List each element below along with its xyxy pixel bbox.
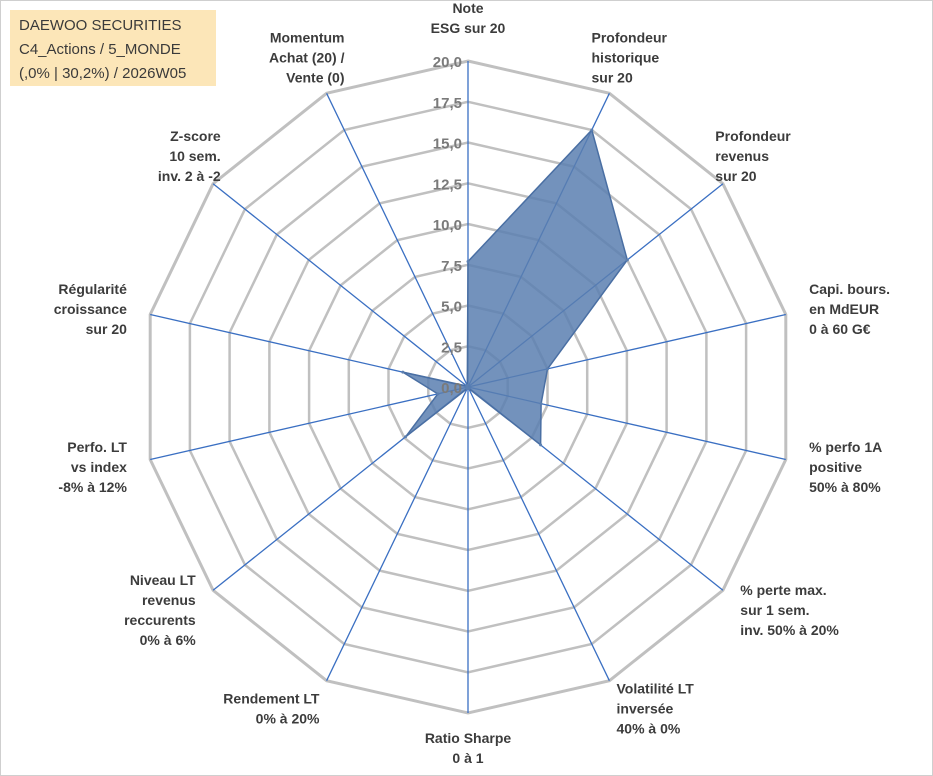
tick-label: 5,0 xyxy=(441,299,462,316)
axis-label: % perfo 1A xyxy=(809,439,882,455)
axis-label: Niveau LT xyxy=(130,572,196,588)
axis-spoke xyxy=(150,386,469,461)
axis-label-group: Momentum Achat (20) / Vente (0) xyxy=(269,29,345,85)
axis-label: inversée xyxy=(617,701,674,717)
data-point xyxy=(539,443,543,447)
info-period: (,0% | 30,2%) / 2026W05 xyxy=(19,65,187,82)
tick-label: 10,0 xyxy=(433,217,462,234)
axis-label: sur 20 xyxy=(715,168,756,184)
axis-label-group: Z-score 10 sem. inv. 2 à -2 xyxy=(158,128,221,184)
info-title: DAEWOO SECURITIES xyxy=(19,17,182,34)
axis-label-group: Rendement LT 0% à 20% xyxy=(223,691,320,727)
data-point xyxy=(539,402,543,406)
axis-spoke xyxy=(326,93,469,388)
axis-label: 10 sem. xyxy=(169,148,220,164)
series-layer xyxy=(401,128,629,447)
axis-label: en MdEUR xyxy=(809,301,879,317)
axis-label: 0% à 20% xyxy=(256,711,320,727)
axis-label-group: Volatilité LT inversée 40% à 0% xyxy=(617,681,695,737)
axis-label: inv. 2 à -2 xyxy=(158,168,221,184)
axis-label: historique xyxy=(592,49,660,65)
axis-label-group: Régularité croissance sur 20 xyxy=(54,281,127,337)
axis-label: % perte max. xyxy=(740,582,826,598)
tick-label: 15,0 xyxy=(433,136,462,153)
axis-label: Perfo. LT xyxy=(67,439,127,455)
axis-label: revenus xyxy=(715,148,769,164)
axis-label-group: Niveau LT revenus reccurents 0% à 6% xyxy=(124,572,196,648)
axis-spoke xyxy=(326,386,469,681)
data-point xyxy=(404,435,408,439)
axis-label: sur 20 xyxy=(86,321,127,337)
axis-label-group: Ratio Sharpe 0 à 1 xyxy=(425,730,512,766)
axis-label: sur 20 xyxy=(592,69,633,85)
axis-label: croissance xyxy=(54,301,127,317)
axis-label: revenus xyxy=(142,592,196,608)
tick-label: 20,0 xyxy=(433,54,462,71)
data-point xyxy=(625,258,629,262)
data-point xyxy=(401,370,405,374)
axis-label: Z-score xyxy=(170,128,221,144)
tick-label: 2,5 xyxy=(441,339,462,356)
axis-label-layer: Note ESG sur 20 Profondeur historique sur 20… xyxy=(54,1,890,766)
axis-label: Rendement LT xyxy=(223,691,320,707)
tick-label: 7,5 xyxy=(441,258,462,275)
axis-label: Profondeur xyxy=(715,128,791,144)
axis-label: reccurents xyxy=(124,612,196,628)
axis-label: 0 à 60 G€ xyxy=(809,321,871,337)
axis-label: ESG sur 20 xyxy=(431,20,506,36)
axis-label: Volatilité LT xyxy=(617,681,695,697)
axis-label: vs index xyxy=(71,459,127,475)
data-point xyxy=(466,260,470,263)
info-portfolio: C4_Actions / 5_MONDE xyxy=(19,41,181,58)
axis-label-group: Perfo. LT vs index -8% à 12% xyxy=(58,439,127,495)
axis-label: 0 à 1 xyxy=(452,750,483,766)
tick-label: 17,5 xyxy=(433,95,462,112)
axis-spoke xyxy=(212,183,469,388)
axis-label-group: % perfo 1A positive 50% à 80% xyxy=(809,439,882,495)
axis-label: Note xyxy=(452,1,483,16)
axis-label-group: Note ESG sur 20 xyxy=(431,1,506,36)
axis-label: Capi. bours. xyxy=(809,281,890,297)
axis-label: -8% à 12% xyxy=(58,479,127,495)
axis-label: positive xyxy=(809,459,862,475)
data-point xyxy=(590,128,594,132)
data-point xyxy=(546,367,549,371)
data-point xyxy=(465,387,469,390)
data-point xyxy=(465,384,469,387)
axis-label-group: Profondeur historique sur 20 xyxy=(592,29,668,85)
tick-label-layer: 0,0 2,5 5,0 7,5 10,0 12,5 15,0 17,5 20,0 xyxy=(433,54,462,397)
axis-label: Régularité xyxy=(58,281,127,297)
axis-label: Vente (0) xyxy=(286,69,344,85)
axis-label: 50% à 80% xyxy=(809,479,881,495)
tick-label: 0,0 xyxy=(441,380,462,397)
axis-spoke xyxy=(467,386,610,681)
axis-label: Ratio Sharpe xyxy=(425,730,512,746)
axis-label: Profondeur xyxy=(592,29,668,45)
axis-label-group: Capi. bours. en MdEUR 0 à 60 G€ xyxy=(809,281,890,337)
axis-label: Momentum xyxy=(270,29,345,45)
data-point xyxy=(436,392,440,396)
axis-label: sur 1 sem. xyxy=(740,602,809,618)
axis-label: Achat (20) / xyxy=(269,49,345,65)
axis-label: 40% à 0% xyxy=(617,721,681,737)
axis-label-group: Profondeur revenus sur 20 xyxy=(715,128,791,184)
info-box: DAEWOO SECURITIES C4_Actions / 5_MONDE (… xyxy=(10,10,216,86)
axis-label: 0% à 6% xyxy=(140,632,197,648)
axis-label: inv. 50% à 20% xyxy=(740,622,839,638)
tick-label: 12,5 xyxy=(433,176,462,193)
axis-label-group: % perte max. sur 1 sem. inv. 50% à 20% xyxy=(740,582,839,638)
